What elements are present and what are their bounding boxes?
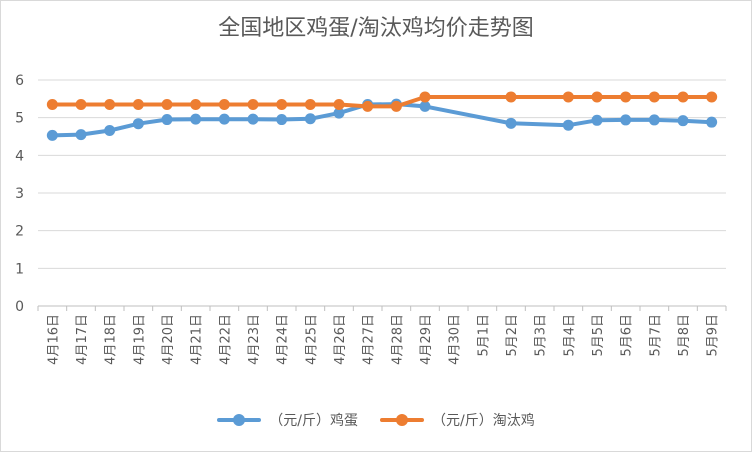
data-point-0 xyxy=(190,113,202,125)
chart-title: 全国地区鸡蛋/淘汰鸡均价走势图 xyxy=(218,16,534,41)
data-point-1 xyxy=(75,98,87,110)
data-point-1 xyxy=(706,91,718,103)
x-tick-label: 5月9日 xyxy=(706,314,721,357)
data-point-1 xyxy=(648,91,660,103)
data-point-1 xyxy=(304,98,316,110)
x-tick-label: 4月26日 xyxy=(333,314,348,365)
data-point-1 xyxy=(132,98,144,110)
data-point-1 xyxy=(46,98,58,110)
x-tick-label: 4月25日 xyxy=(304,314,319,365)
y-tick-label: 0 xyxy=(15,299,24,315)
data-point-0 xyxy=(132,118,144,130)
legend-label-hen: （元/斤）淘汰鸡 xyxy=(432,413,535,429)
data-point-0 xyxy=(562,119,574,131)
x-tick-label: 4月21日 xyxy=(190,314,205,365)
x-tick-label: 5月5日 xyxy=(591,314,606,357)
y-tick-label: 6 xyxy=(15,73,24,89)
legend-item-egg: （元/斤）鸡蛋 xyxy=(217,410,358,430)
data-point-0 xyxy=(247,113,259,125)
x-tick-label: 4月16日 xyxy=(46,314,61,365)
legend-label-egg: （元/斤）鸡蛋 xyxy=(269,413,358,429)
data-point-0 xyxy=(304,113,316,125)
data-point-0 xyxy=(706,116,718,128)
data-point-0 xyxy=(104,124,116,136)
x-tick-label: 5月3日 xyxy=(534,314,549,357)
data-point-0 xyxy=(677,115,689,127)
series-line-1 xyxy=(50,95,714,109)
legend-swatch-egg xyxy=(217,413,262,427)
data-point-0 xyxy=(333,107,345,119)
legend-item-hen: （元/斤）淘汰鸡 xyxy=(380,410,535,430)
data-point-0 xyxy=(161,114,173,126)
x-tick-label: 4月20日 xyxy=(161,314,176,365)
data-point-1 xyxy=(620,91,632,103)
legend: （元/斤）鸡蛋 （元/斤）淘汰鸡 xyxy=(0,408,752,432)
data-point-0 xyxy=(276,114,288,126)
data-point-1 xyxy=(419,91,431,103)
data-point-0 xyxy=(218,113,230,125)
x-tick-label: 4月22日 xyxy=(218,314,233,365)
data-point-0 xyxy=(648,114,660,126)
data-point-0 xyxy=(75,129,87,141)
data-point-0 xyxy=(591,114,603,126)
x-tick-label: 4月29日 xyxy=(419,314,434,365)
x-tick-label: 4月18日 xyxy=(104,314,119,365)
x-tick-label: 5月6日 xyxy=(620,314,635,357)
data-point-1 xyxy=(677,91,689,103)
data-point-0 xyxy=(505,117,517,129)
data-point-1 xyxy=(190,98,202,110)
data-point-1 xyxy=(161,98,173,110)
x-tick-label: 4月17日 xyxy=(75,314,90,365)
data-point-1 xyxy=(390,100,402,112)
legend-swatch-hen xyxy=(380,413,424,427)
y-tick-label: 5 xyxy=(15,111,24,127)
data-point-1 xyxy=(362,100,374,112)
x-tick-label: 4月23日 xyxy=(247,314,262,365)
x-tick-label: 5月2日 xyxy=(505,314,520,357)
data-point-1 xyxy=(333,98,345,110)
x-tick-label: 5月1日 xyxy=(476,314,491,357)
data-point-1 xyxy=(591,91,603,103)
y-tick-label: 3 xyxy=(15,186,24,202)
data-point-0 xyxy=(46,129,58,141)
y-tick-label: 4 xyxy=(15,148,24,164)
data-point-1 xyxy=(276,98,288,110)
data-point-1 xyxy=(562,91,574,103)
data-point-1 xyxy=(104,98,116,110)
data-point-1 xyxy=(247,98,259,110)
data-point-1 xyxy=(218,98,230,110)
x-tick-label: 4月27日 xyxy=(362,314,377,365)
y-tick-label: 1 xyxy=(15,261,24,277)
x-tick-label: 5月8日 xyxy=(677,314,692,357)
y-tick-label: 2 xyxy=(15,224,24,240)
series-line-0 xyxy=(50,102,714,138)
x-tick-label: 4月28日 xyxy=(390,314,405,365)
x-tick-label: 4月24日 xyxy=(276,314,291,365)
data-point-1 xyxy=(505,91,517,103)
x-tick-label: 4月30日 xyxy=(448,314,463,365)
data-point-0 xyxy=(620,114,632,126)
data-point-0 xyxy=(419,100,431,112)
x-tick-label: 5月7日 xyxy=(648,314,663,357)
x-tick-label: 4月19日 xyxy=(132,314,147,365)
x-tick-label: 5月4日 xyxy=(562,314,577,357)
